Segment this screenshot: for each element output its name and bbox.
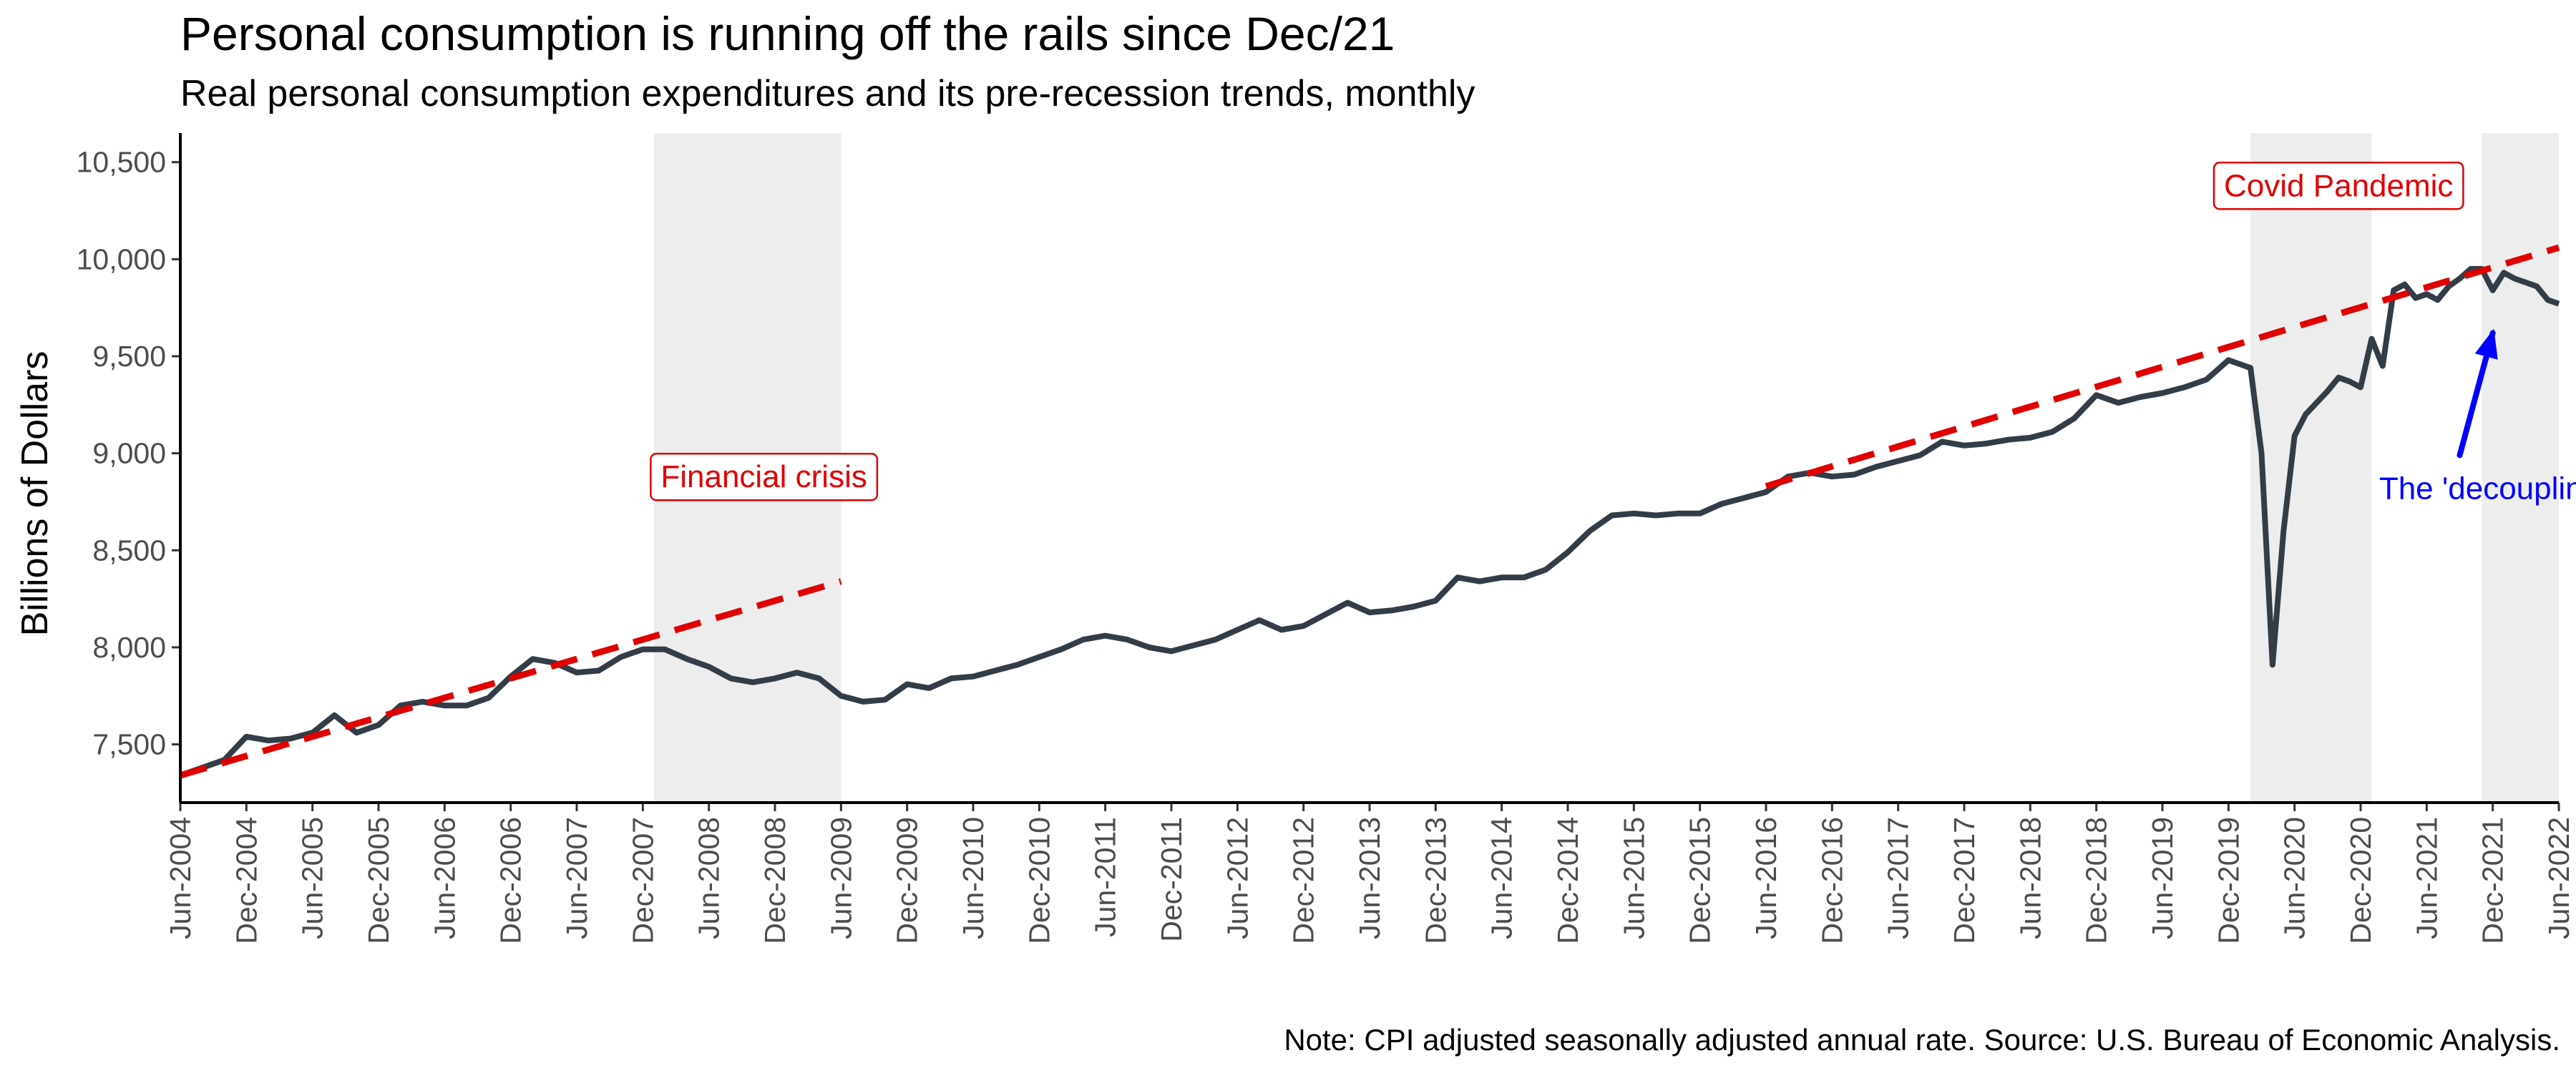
- x-tick-label: Jun-2019: [2146, 817, 2179, 939]
- series-lines: [179, 244, 2560, 779]
- x-tick-label: Dec-2018: [2080, 817, 2113, 944]
- x-tick-label: Dec-2014: [1551, 817, 1584, 944]
- x-tick-label: Dec-2019: [2212, 817, 2245, 944]
- x-tick-label: Jun-2018: [2014, 817, 2046, 939]
- x-tick-label: Jun-2022: [2542, 817, 2575, 939]
- y-tick-label: 7,500: [92, 728, 166, 761]
- trend-line-2: [1765, 244, 2560, 490]
- x-tick-label: Dec-2012: [1287, 817, 1320, 944]
- y-tick-label: 8,000: [92, 631, 166, 664]
- x-tick-label: Jun-2016: [1750, 817, 1782, 939]
- y-tick-label: 8,500: [92, 534, 166, 567]
- annotation-label: Covid Pandemic: [2224, 168, 2453, 203]
- y-axis-ticks: 7,500 8,000 8,500 9,000 9,500 10,000 10,500: [77, 146, 180, 761]
- chart-subtitle: Real personal consumption expenditures a…: [180, 73, 1475, 114]
- x-tick-label: Dec-2007: [626, 817, 659, 944]
- x-tick-label: Dec-2004: [230, 817, 263, 944]
- x-tick-label: Jun-2012: [1221, 817, 1254, 939]
- x-tick-label: Jun-2010: [957, 817, 990, 939]
- consumption-line: [179, 265, 2560, 778]
- x-tick-label: Dec-2021: [2477, 817, 2509, 944]
- x-tick-label: Jun-2021: [2410, 817, 2443, 939]
- chart-title: Personal consumption is running off the …: [180, 7, 1395, 60]
- annotation-arrowhead: [2474, 328, 2498, 360]
- x-tick-label: Jun-2007: [560, 817, 593, 939]
- x-tick-label: Jun-2011: [1089, 817, 1122, 937]
- trend-line-1: [179, 578, 842, 779]
- y-tick-label: 9,500: [92, 340, 166, 373]
- x-tick-label: Jun-2017: [1882, 817, 1915, 939]
- x-tick-label: Dec-2016: [1815, 817, 1848, 944]
- y-tick-label: 10,500: [77, 146, 166, 179]
- y-axis-label: Billions of Dollars: [14, 351, 56, 637]
- x-tick-label: Jun-2009: [824, 817, 857, 939]
- x-tick-label: Dec-2015: [1684, 817, 1717, 944]
- x-tick-label: Jun-2006: [428, 817, 461, 939]
- x-tick-label: Dec-2017: [1948, 817, 1981, 944]
- x-tick-label: Dec-2020: [2344, 817, 2377, 944]
- annotation-label: Financial crisis: [660, 459, 867, 494]
- x-tick-label: Dec-2008: [758, 817, 791, 944]
- x-tick-label: Jun-2014: [1485, 817, 1518, 939]
- shaded-region-1: [2250, 133, 2372, 803]
- annotations: Financial crisis Covid Pandemic The 'decou…: [650, 162, 2576, 506]
- chart-caption: Note: CPI adjusted seasonally adjusted a…: [1284, 1023, 2560, 1057]
- annotation-box: [650, 452, 879, 501]
- x-tick-label: Dec-2013: [1419, 817, 1452, 944]
- x-tick-label: Jun-2004: [164, 817, 197, 939]
- y-tick-label: 9,000: [92, 437, 166, 470]
- x-tick-label: Dec-2005: [362, 817, 395, 944]
- y-tick-label: 10,000: [77, 242, 166, 275]
- x-tick-label: Jun-2008: [693, 817, 726, 939]
- x-tick-label: Dec-2006: [494, 817, 527, 944]
- recession-shading: [653, 133, 2559, 803]
- x-tick-label: Dec-2009: [891, 817, 924, 944]
- x-tick-label: Dec-2011: [1155, 817, 1188, 942]
- x-tick-label: Jun-2013: [1353, 817, 1386, 939]
- x-tick-label: Jun-2005: [296, 817, 329, 939]
- x-tick-label: Dec-2010: [1023, 817, 1055, 944]
- annotation-label: The 'decoupling': [2379, 471, 2576, 506]
- x-axis-ticks: Jun-2004 Dec-2004 Jun-2005 Dec-2005 Jun-2006…: [164, 803, 2575, 944]
- annotation-box: [2212, 162, 2464, 210]
- x-tick-label: Jun-2015: [1617, 817, 1650, 939]
- x-tick-label: Jun-2020: [2278, 817, 2311, 939]
- shaded-region-2: [2482, 133, 2559, 803]
